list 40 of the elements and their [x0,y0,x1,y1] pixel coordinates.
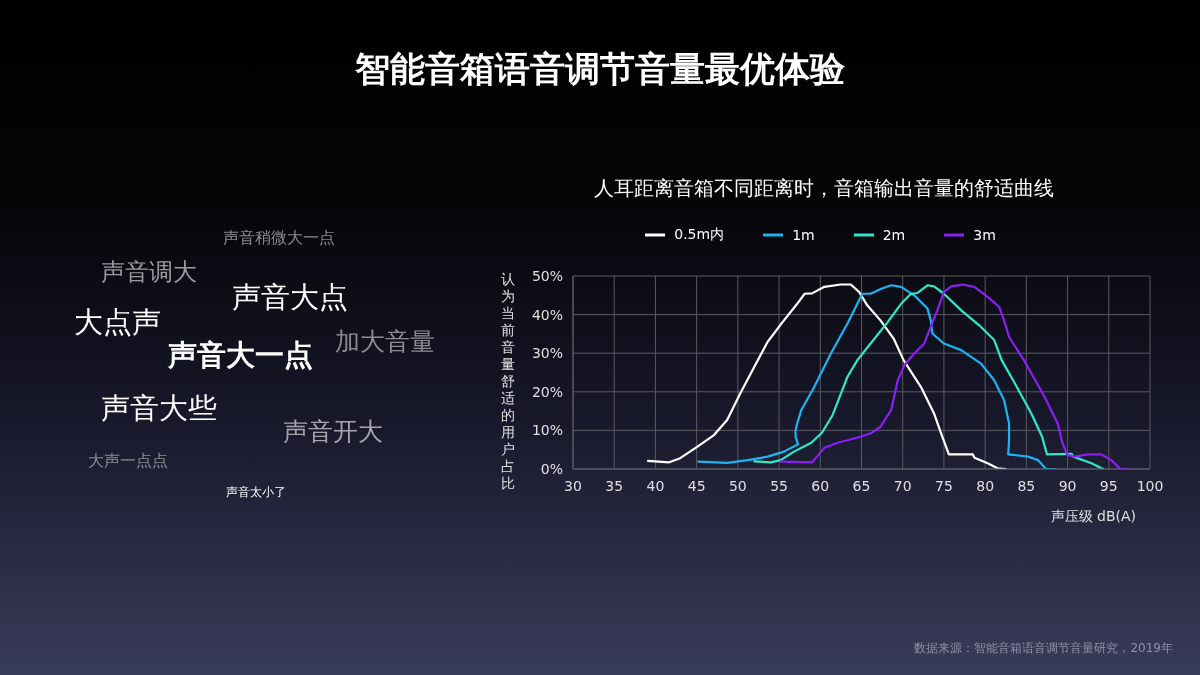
y-tick-label: 10% [531,422,563,439]
x-tick-label: 40 [646,477,665,494]
text: 大点声 [74,305,161,339]
chart-subtitle: 人耳距离音箱不同距离时，音箱输出音量的舒适曲线 [593,175,1055,202]
y-tick-label: 50% [531,267,563,284]
x-tick-label: 95 [1099,477,1118,494]
text: 声音调大 [101,258,197,286]
x-tick-label: 100 [1136,477,1164,494]
text: 声音大一点 [168,338,313,372]
y-tick-label: 40% [531,306,563,323]
x-tick-label: 35 [605,477,624,494]
y-tick-label: 20% [531,383,563,400]
x-tick-label: 75 [935,477,953,494]
x-axis-title: 声压级 dB(A) [1050,508,1136,526]
text: 声音稍微大一点 [223,228,335,247]
x-tick-label: 80 [976,477,995,494]
text: 声音大点 [232,280,348,314]
text: 大声一点点 [88,451,168,470]
legend-label: 3m [973,227,996,243]
source-note: 数据来源：智能音箱语音调节音量研究，2019年 [914,640,1173,657]
x-tick-label: 85 [1017,477,1036,494]
chart-title: 智能音箱语音调节音量最优体验 [354,48,846,91]
text: 加大音量 [335,327,435,356]
x-tick-label: 60 [811,477,830,494]
x-tick-label: 65 [852,477,871,494]
x-tick-label: 50 [728,477,747,494]
x-tick-label: 45 [687,477,706,494]
legend-label: 1m [792,227,815,243]
x-tick-label: 30 [564,477,582,494]
x-tick-label: 70 [893,477,912,494]
x-tick-label: 90 [1058,477,1077,494]
x-tick-label: 55 [770,477,788,494]
text: 认为当前音量舒适的用户占比 [501,271,515,491]
text: 声音开大 [283,417,383,446]
legend-label: 2m [882,227,906,243]
y-tick-label: 0% [540,460,563,477]
y-tick-label: 30% [531,345,563,362]
text: 声音大些 [101,391,217,425]
legend-label: 0.5m内 [674,226,725,244]
text: 声音太小了 [226,485,286,500]
